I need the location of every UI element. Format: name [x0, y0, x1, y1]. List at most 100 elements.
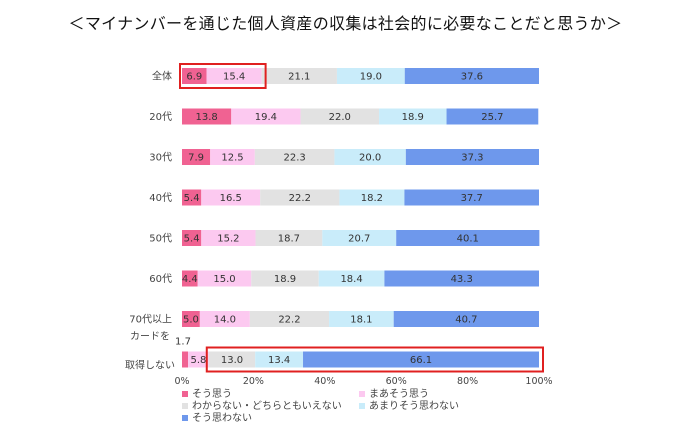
bar-segment [446, 108, 539, 125]
bar-segment [318, 270, 385, 287]
data-label: 22.2 [278, 315, 300, 326]
data-label: 19.4 [255, 112, 277, 123]
data-label: 21.1 [288, 72, 310, 83]
bar-segment [393, 311, 539, 327]
bar-segment [199, 311, 250, 327]
bar-segment [339, 189, 405, 206]
legend-label: そう思う [192, 388, 232, 400]
data-label: 43.3 [451, 274, 473, 285]
data-label: 15.0 [213, 274, 235, 285]
category-label: 40代 [149, 192, 172, 204]
data-label: 15.4 [223, 72, 245, 83]
data-label: 20.0 [359, 153, 381, 164]
data-label: 6.9 [186, 72, 202, 83]
data-label: 22.0 [329, 112, 351, 123]
x-tick-label: 40% [314, 376, 335, 387]
legend-label: そう思わない [192, 412, 252, 424]
bar-segment [336, 68, 405, 84]
data-label: 5.0 [183, 315, 199, 326]
bar-segment [231, 108, 301, 125]
bar-segment [206, 68, 262, 84]
data-label: 5.8 [190, 355, 206, 366]
x-axis: 0% 20% 40% 60% 80% 100% [174, 376, 552, 387]
bar-segment [210, 149, 255, 165]
x-tick-label: 60% [386, 376, 407, 387]
legend-swatch [359, 391, 365, 397]
data-label: 15.2 [217, 234, 239, 245]
x-tick-label: 0% [174, 376, 189, 387]
data-label: 22.2 [289, 193, 311, 204]
bar-segment [182, 311, 200, 327]
legend-swatch [359, 403, 365, 409]
data-label: 5.4 [184, 234, 200, 245]
legend-label: あまりそう思わない [369, 400, 459, 412]
data-label: 18.9 [402, 112, 424, 123]
bar-segment [182, 68, 207, 84]
category-label: 取得しない [125, 360, 175, 372]
bar-segment [396, 230, 540, 246]
data-label: 18.7 [278, 234, 300, 245]
x-tick-label: 20% [243, 376, 264, 387]
data-label: 40.7 [455, 315, 477, 326]
bar-segment [249, 311, 330, 327]
bar-segment [261, 68, 337, 84]
category-label: カードを [130, 331, 170, 343]
bar-segment [404, 68, 539, 84]
data-label: 1.7 [175, 337, 191, 348]
bar-segment [251, 270, 319, 287]
chart-title: ＜マイナンバーを通じた個人資産の収集は社会的に必要なことだと思うか＞ [68, 14, 623, 33]
bar-segment [254, 149, 335, 165]
legend-label: まあそう思う [369, 388, 429, 400]
legend-label: わからない・どちらともいえない [192, 400, 342, 412]
data-label: 37.6 [461, 72, 483, 83]
legend-swatch [182, 415, 188, 421]
data-label: 13.4 [268, 355, 290, 366]
data-label: 22.3 [284, 153, 306, 164]
bar-segment [188, 351, 209, 368]
bar-segment [303, 351, 539, 368]
bar-segment [300, 108, 380, 125]
bar-segment [201, 189, 261, 206]
data-label: 37.3 [461, 153, 483, 164]
bar-segment [260, 189, 340, 206]
bar-segment [182, 108, 232, 125]
data-label: 18.2 [361, 193, 383, 204]
data-label: 13.8 [196, 112, 218, 123]
highlight-boxes-layer [179, 63, 544, 373]
category-label: 50代 [149, 233, 172, 245]
data-label: 7.9 [188, 153, 204, 164]
bar-segment [379, 108, 447, 125]
category-label: 全体 [152, 70, 172, 83]
value-labels-layer: 6.9 15.4 21.1 19.0 37.6 13.8 19.4 22.0 18.9 25.7 7… [175, 72, 503, 367]
x-tick-label: 80% [457, 376, 478, 387]
bar-segment [384, 270, 539, 287]
data-label: 25.7 [481, 112, 503, 123]
bar-segment [201, 230, 256, 246]
bar-segment [405, 149, 539, 165]
bar-segment [182, 230, 202, 246]
legend-swatch [182, 391, 188, 397]
data-label: 37.7 [461, 193, 483, 204]
category-label: 60代 [149, 273, 172, 285]
data-label: 16.5 [220, 193, 242, 204]
data-label: 12.5 [221, 153, 243, 164]
x-tick-label: 100% [525, 376, 552, 387]
bar-segment [182, 149, 211, 165]
category-label: 20代 [149, 111, 172, 123]
category-label: 70代以上 [129, 314, 172, 326]
legend-swatch [182, 403, 188, 409]
bar-segment [182, 189, 202, 206]
highlight-box [205, 346, 544, 373]
data-label: 66.1 [410, 355, 432, 366]
bar-segment [255, 351, 304, 368]
bar-segment [404, 189, 539, 206]
bar-segment [197, 270, 252, 287]
data-label: 18.4 [340, 274, 362, 285]
data-label: 14.0 [214, 315, 236, 326]
bar-segment [255, 230, 323, 246]
data-label: 18.9 [274, 274, 296, 285]
data-label: 40.1 [457, 234, 479, 245]
